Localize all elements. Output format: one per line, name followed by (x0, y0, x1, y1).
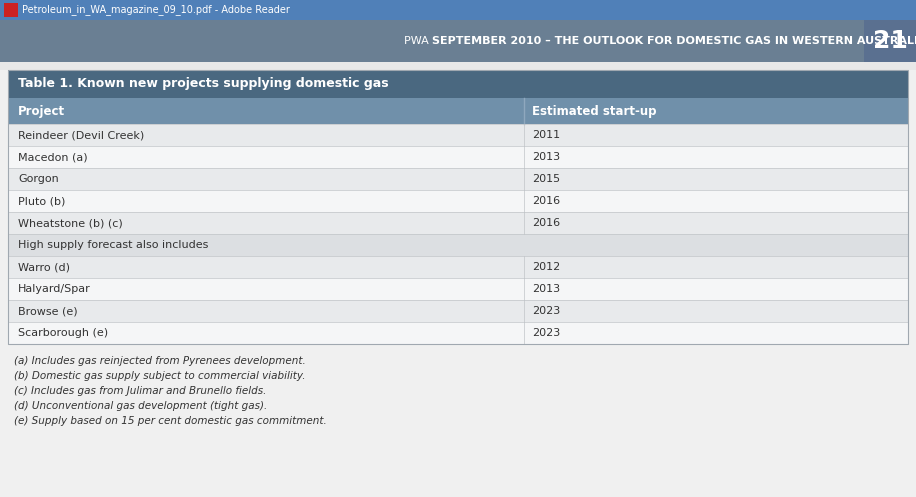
Text: Petroleum_in_WA_magazine_09_10.pdf - Adobe Reader: Petroleum_in_WA_magazine_09_10.pdf - Ado… (22, 4, 289, 15)
Text: High supply forecast also includes: High supply forecast also includes (18, 240, 208, 250)
Text: 2023: 2023 (532, 306, 561, 316)
Text: (a) Includes gas reinjected from Pyrenees development.: (a) Includes gas reinjected from Pyrenee… (14, 356, 306, 366)
Text: 2016: 2016 (532, 218, 560, 228)
Text: SEPTEMBER 2010 – THE OUTLOOK FOR DOMESTIC GAS IN WESTERN AUSTRALIA: SEPTEMBER 2010 – THE OUTLOOK FOR DOMESTI… (432, 36, 916, 46)
Text: Reindeer (Devil Creek): Reindeer (Devil Creek) (18, 130, 144, 140)
Text: 2016: 2016 (532, 196, 560, 206)
Text: Scarborough (e): Scarborough (e) (18, 328, 108, 338)
Text: Pluto (b): Pluto (b) (18, 196, 65, 206)
Text: 2011: 2011 (532, 130, 560, 140)
Text: Macedon (a): Macedon (a) (18, 152, 88, 162)
Text: 2012: 2012 (532, 262, 561, 272)
Text: (b) Domestic gas supply subject to commercial viability.: (b) Domestic gas supply subject to comme… (14, 371, 306, 381)
Text: Project: Project (18, 104, 65, 117)
Text: 2013: 2013 (532, 284, 560, 294)
Text: Gorgon: Gorgon (18, 174, 59, 184)
Text: 2015: 2015 (532, 174, 560, 184)
Text: Warro (d): Warro (d) (18, 262, 70, 272)
Text: (c) Includes gas from Julimar and Brunello fields.: (c) Includes gas from Julimar and Brunel… (14, 386, 267, 396)
Text: Halyard/Spar: Halyard/Spar (18, 284, 91, 294)
Text: 2013: 2013 (532, 152, 560, 162)
Text: (d) Unconventional gas development (tight gas).: (d) Unconventional gas development (tigh… (14, 401, 267, 411)
Text: 21: 21 (873, 29, 908, 53)
Text: Estimated start-up: Estimated start-up (532, 104, 657, 117)
Text: (e) Supply based on 15 per cent domestic gas commitment.: (e) Supply based on 15 per cent domestic… (14, 416, 327, 426)
Text: Browse (e): Browse (e) (18, 306, 78, 316)
Text: Wheatstone (b) (c): Wheatstone (b) (c) (18, 218, 123, 228)
Text: 2023: 2023 (532, 328, 561, 338)
Text: Table 1. Known new projects supplying domestic gas: Table 1. Known new projects supplying do… (18, 78, 388, 90)
Text: PWA: PWA (404, 36, 432, 46)
